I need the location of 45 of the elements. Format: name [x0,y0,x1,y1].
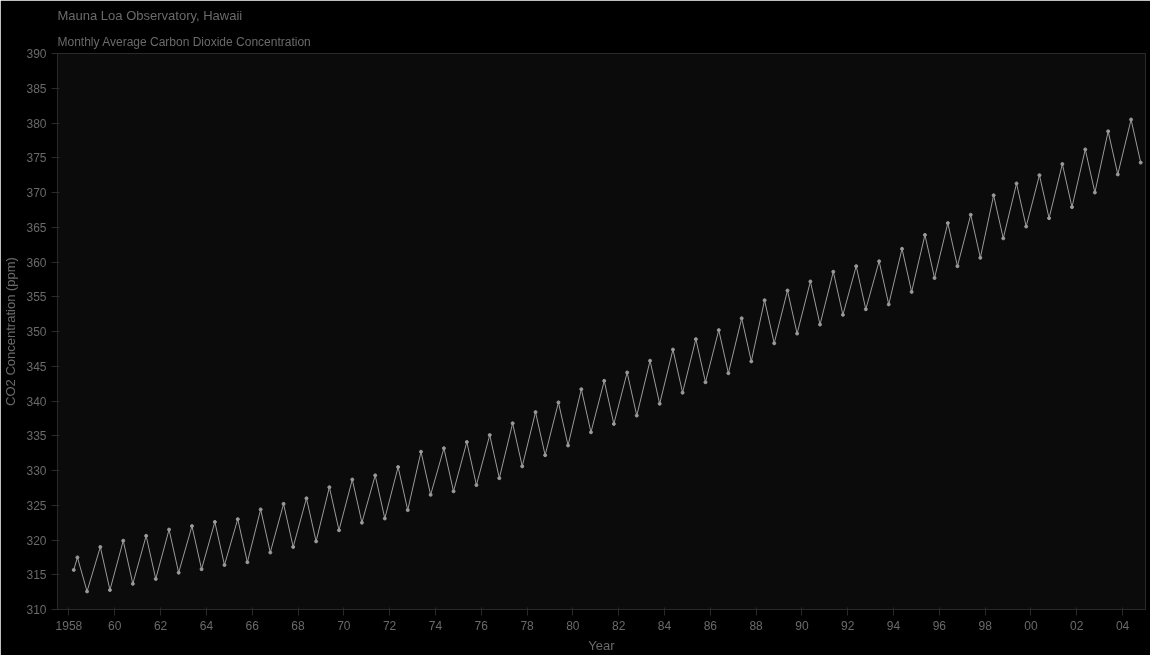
x-tick-label: 68 [291,618,306,633]
y-tick-label: 355 [26,290,47,305]
y-tick-label: 365 [26,220,47,235]
y-tick-label: 310 [26,603,47,617]
x-tick-label: 60 [108,618,122,633]
y-axis-title: CO2 Concentration (ppm) [3,257,19,406]
y-tick-label: 375 [26,151,47,166]
y-tick-label: 330 [26,464,47,478]
x-tick-label: 88 [749,618,764,633]
x-tick-label: 66 [245,618,260,633]
x-tick-label: 86 [703,618,718,633]
y-tick-label: 325 [26,498,47,513]
y-tick-label: 360 [26,255,47,270]
y-tick-label: 380 [26,116,47,131]
x-tick-label: 62 [153,618,168,633]
x-tick-label: 04 [1115,618,1130,633]
x-tick-label: 82 [612,618,626,633]
x-tick-label: 96 [932,618,947,633]
x-tick-label: 64 [199,618,214,633]
x-tick-label: 98 [978,618,993,633]
y-tick-label: 350 [26,325,47,339]
x-tick-label: 00 [1024,618,1038,633]
y-tick-label: 320 [26,533,47,548]
y-tick-label: 340 [26,394,47,409]
y-tick-label: 390 [26,47,47,61]
x-tick-label: 80 [566,618,580,633]
x-tick-label: 78 [520,618,535,633]
x-tick-label: 72 [382,618,397,633]
x-tick-label: 74 [428,618,443,633]
x-tick-label: 1958 [55,618,83,633]
x-tick-label: 76 [474,618,489,633]
x-tick-label: 90 [795,618,809,633]
x-tick-label: 94 [886,618,901,633]
chart-title: Mauna Loa Observatory, Hawaii [57,7,243,23]
x-tick-label: 70 [337,618,351,633]
x-axis-title: Year [588,637,616,653]
y-tick-label: 315 [26,568,47,583]
chart-subtitle: Monthly Average Carbon Dioxide Concentration [57,34,311,49]
x-tick-label: 92 [841,618,855,633]
y-tick-label: 370 [26,186,47,200]
y-tick-label: 385 [26,81,47,96]
x-tick-label: 02 [1070,618,1084,633]
y-tick-label: 335 [26,429,47,444]
x-tick-label: 84 [657,618,672,633]
y-tick-label: 345 [26,359,47,374]
